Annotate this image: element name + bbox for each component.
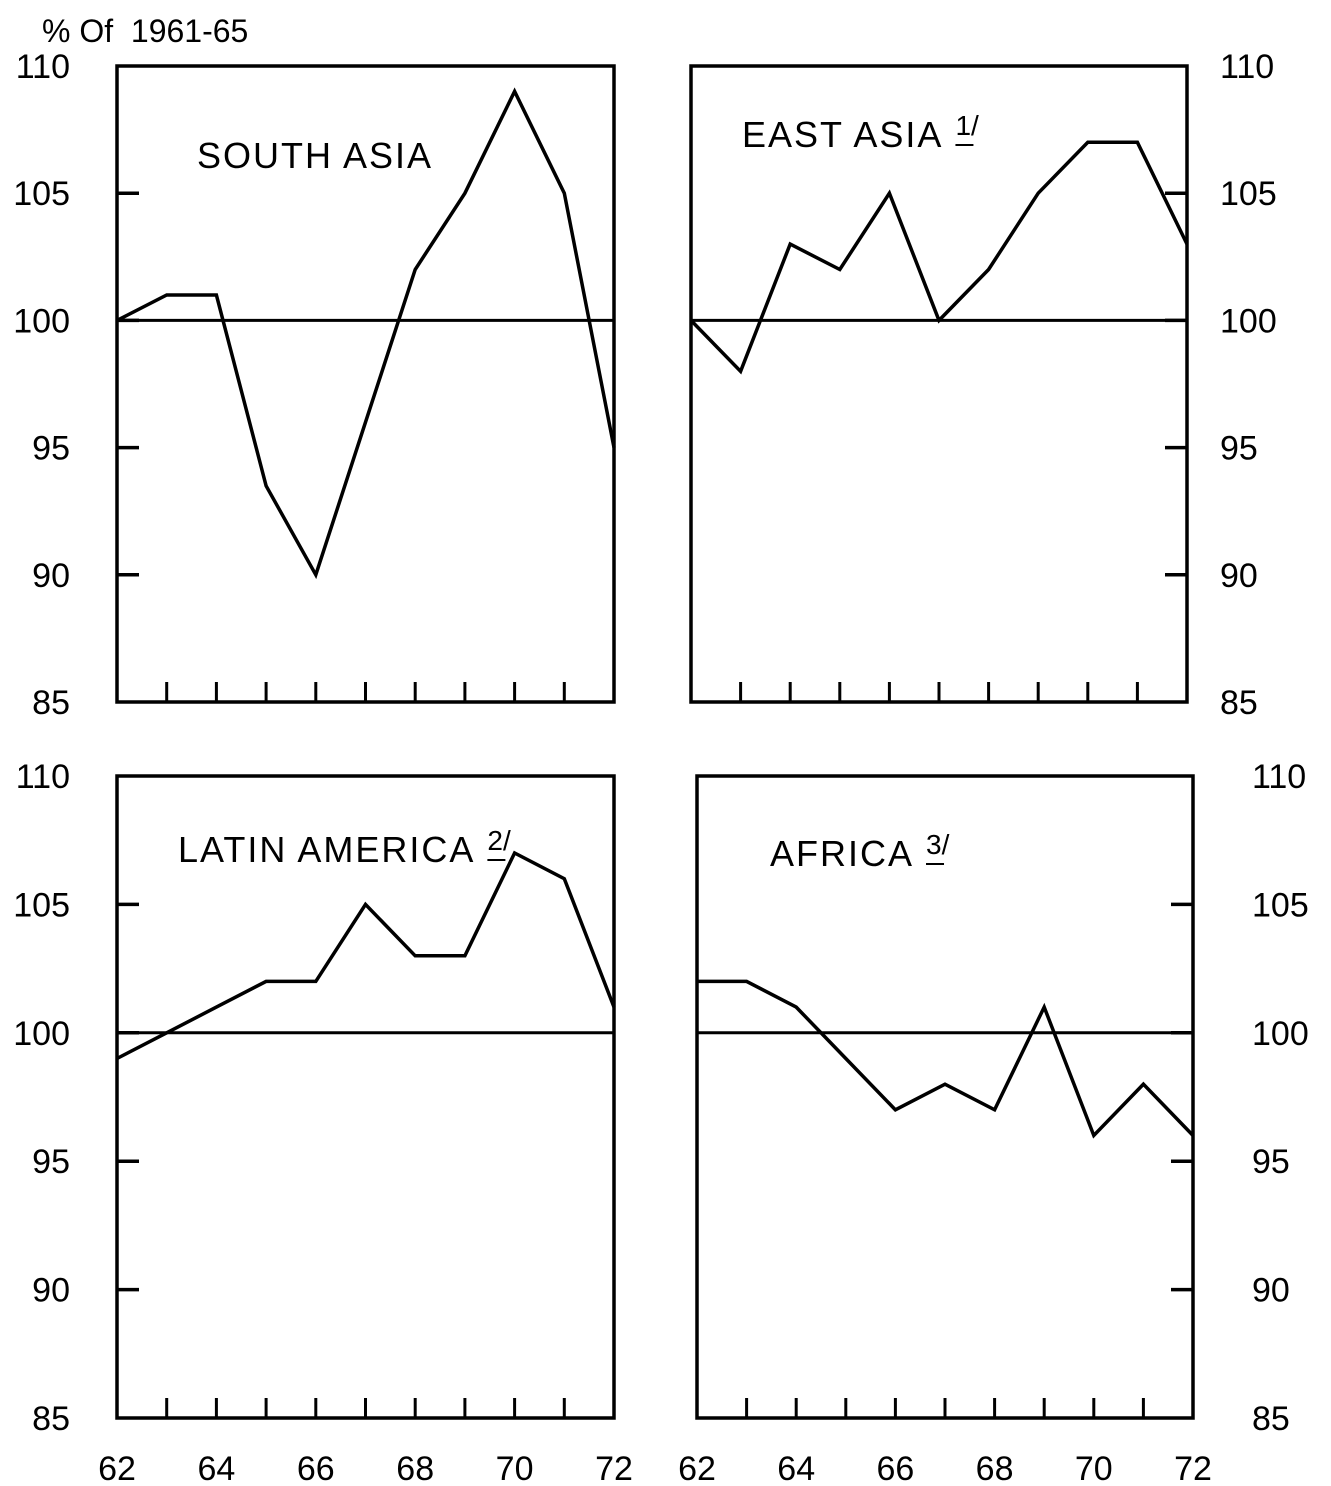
x-tick-label: 68	[396, 1450, 434, 1486]
y-tick-label: 105	[1252, 886, 1309, 924]
y-tick-label: 90	[1252, 1272, 1290, 1310]
x-tick-label: 70	[496, 1450, 534, 1486]
x-tick-label: 72	[595, 1450, 633, 1486]
plot-frame	[689, 64, 1189, 704]
x-tick-label: 64	[777, 1450, 815, 1486]
y-tick-label: 85	[32, 684, 70, 722]
y-tick-label: 85	[1220, 684, 1258, 722]
x-tick-label: 72	[1174, 1450, 1212, 1486]
panel-title: LATIN AMERICA	[178, 829, 475, 870]
y-tick-label: 95	[32, 1143, 70, 1181]
x-tick-label: 70	[1075, 1450, 1113, 1486]
chart-panels: 85 90 95 100 105 110 SOUTH ASIA 85 90 95 100 105 110…	[13, 48, 1308, 1486]
y-tick-label: 105	[13, 175, 70, 213]
y-tick-label: 85	[32, 1400, 70, 1438]
y-tick-label: 95	[1220, 430, 1258, 468]
panel-footnote: 2/	[487, 825, 511, 856]
y-tick-label: 95	[1252, 1143, 1290, 1181]
y-tick-label: 110	[16, 48, 70, 86]
panel-title: AFRICA	[770, 833, 914, 874]
data-line	[116, 87, 616, 580]
panel-title: EAST ASIA	[742, 114, 943, 155]
y-tick-label: 110	[1220, 48, 1274, 86]
x-tick-label: 66	[297, 1450, 335, 1486]
y-tick-label: 105	[1220, 175, 1277, 213]
y-tick-label: 100	[13, 302, 70, 340]
x-tick-label: 68	[976, 1450, 1014, 1486]
data-line	[697, 979, 1195, 1139]
y-tick-label: 110	[1252, 758, 1306, 796]
y-tick-label: 95	[32, 430, 70, 468]
unit-label: % Of 1961-65	[42, 13, 248, 49]
panel-title: SOUTH ASIA	[197, 135, 433, 176]
panel-africa: 85 90 95 100 105 110 62 64 66 68 70 72 AFRICA 3/	[678, 758, 1309, 1486]
plot-frame	[115, 774, 616, 1420]
y-tick-label: 100	[1220, 302, 1277, 340]
x-tick-label: 64	[197, 1450, 235, 1486]
y-tick-label: 110	[16, 758, 70, 796]
y-tick-label: 90	[32, 1272, 70, 1310]
x-tick-label: 62	[98, 1450, 136, 1486]
data-line	[116, 850, 616, 1061]
x-tick-label: 62	[678, 1450, 716, 1486]
data-line	[689, 140, 1189, 375]
panel-south-asia: 85 90 95 100 105 110 SOUTH ASIA	[13, 48, 616, 722]
panel-footnote: 3/	[926, 829, 950, 860]
y-tick-label: 90	[1220, 557, 1258, 595]
y-tick-label: 90	[32, 557, 70, 595]
panel-latin-america: 85 90 95 100 105 110 62 64 66 68 70 72 LATIN AMERICA…	[13, 758, 633, 1486]
panel-footnote: 1/	[955, 110, 979, 141]
y-tick-label: 100	[1252, 1015, 1309, 1053]
x-tick-label: 66	[876, 1450, 914, 1486]
panel-east-asia: 85 90 95 100 105 110 EAST ASIA 1/	[689, 48, 1277, 722]
y-tick-label: 100	[13, 1015, 70, 1053]
y-tick-label: 85	[1252, 1400, 1290, 1438]
y-tick-label: 105	[13, 886, 70, 924]
